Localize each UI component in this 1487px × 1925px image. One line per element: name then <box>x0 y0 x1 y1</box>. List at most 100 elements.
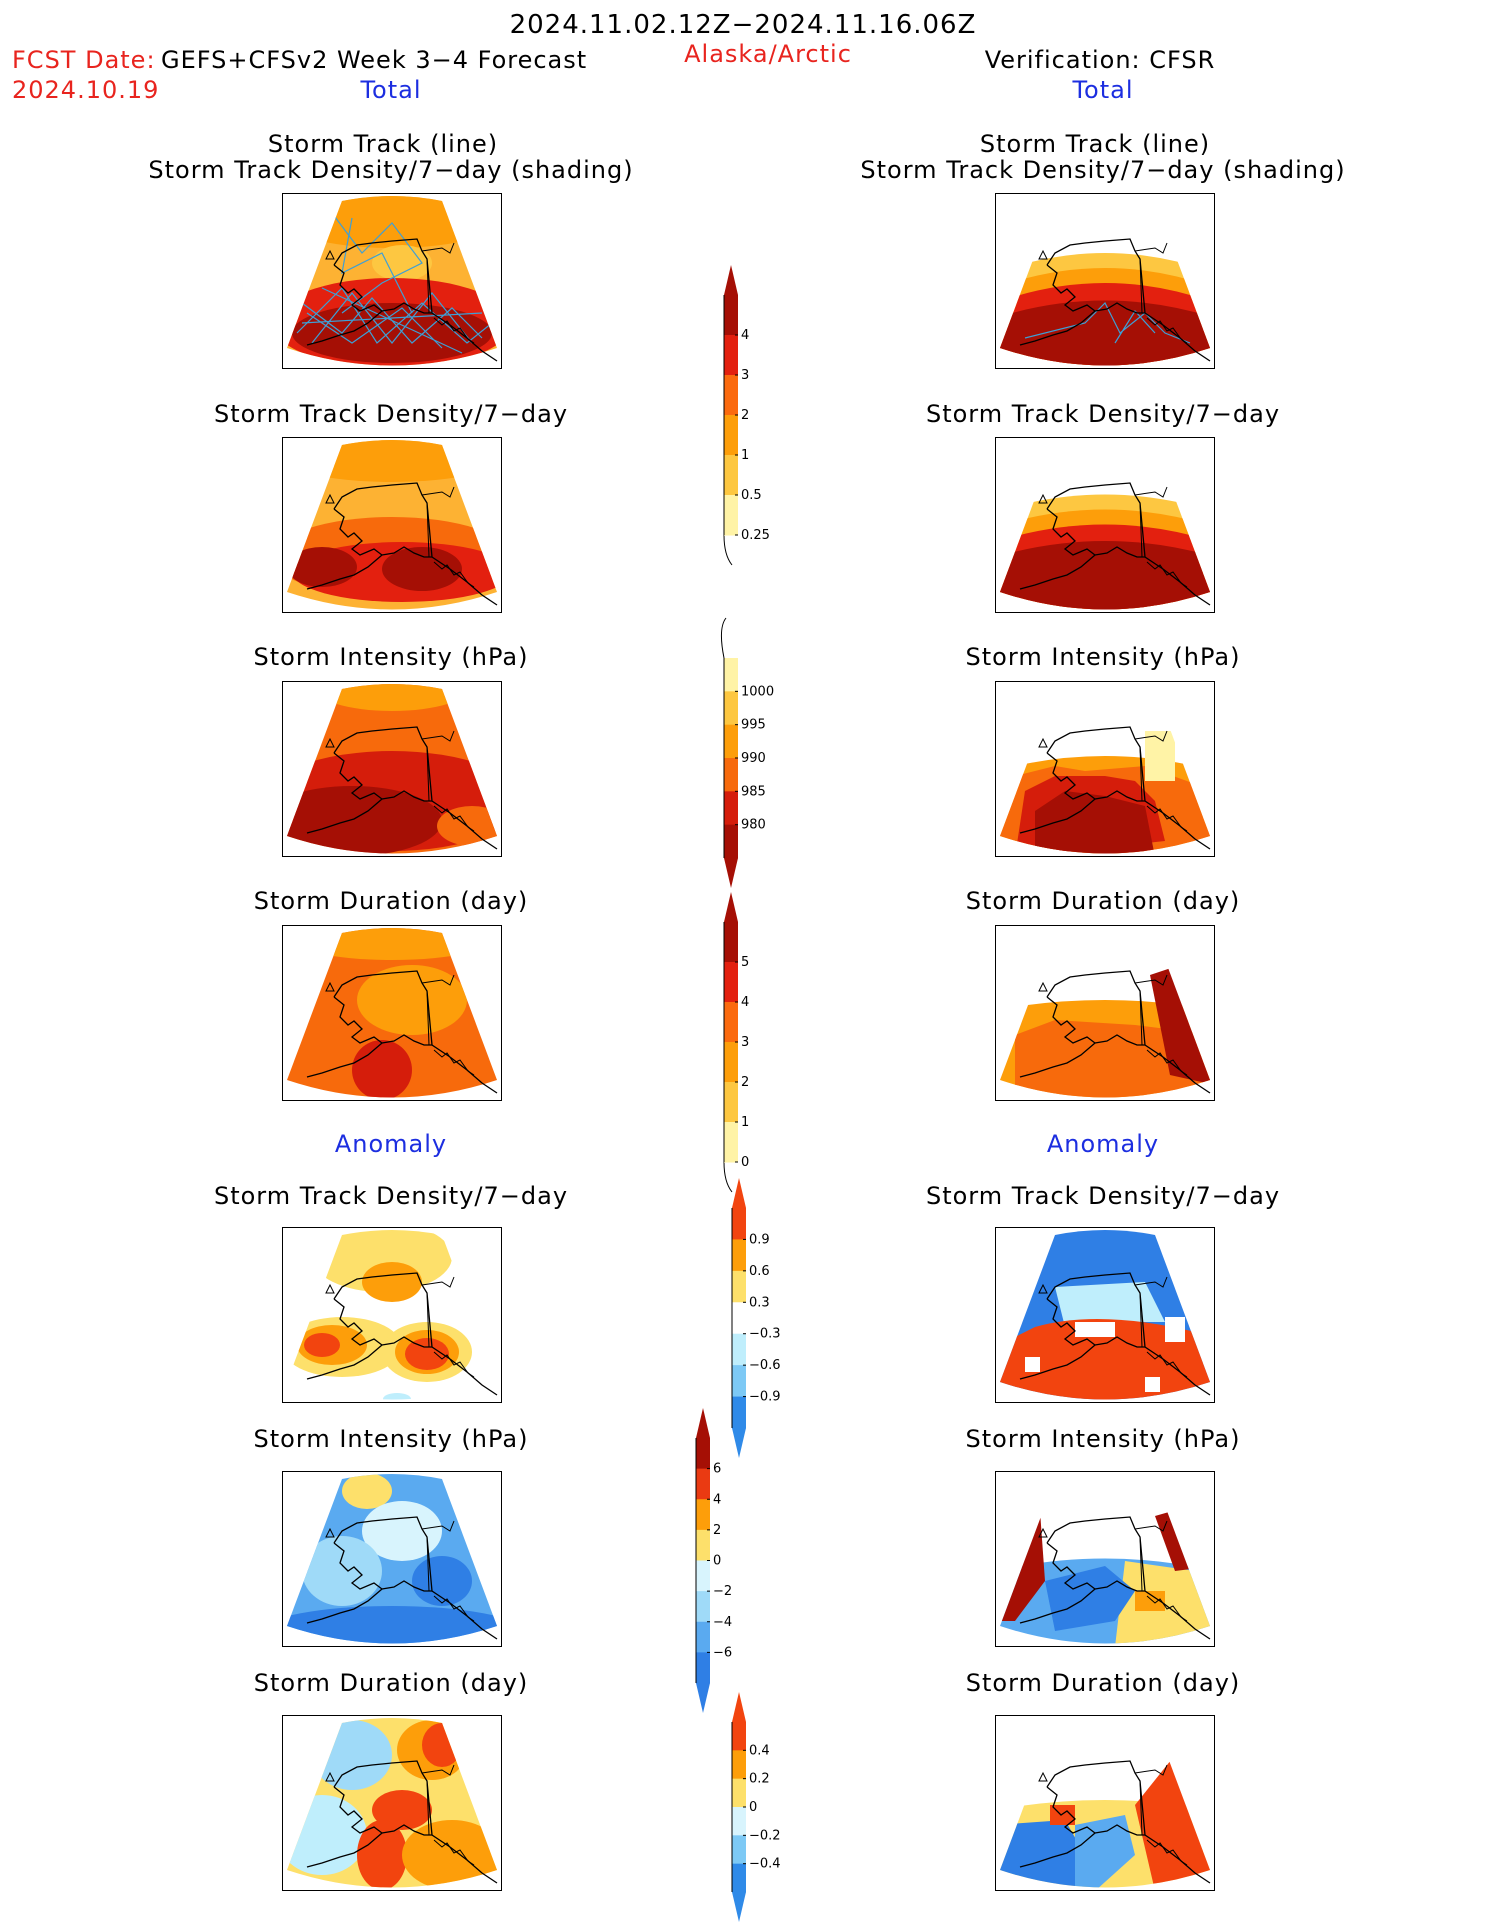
intensity-anomaly-swatch <box>696 1529 710 1561</box>
map-intensity-forecast <box>282 681 502 857</box>
map-density-anomaly-forecast <box>282 1227 502 1403</box>
density-anomaly-swatch <box>732 1270 746 1303</box>
title-density-anom-right: Storm Track Density/7−day <box>925 1182 1281 1210</box>
map-track-forecast <box>282 193 502 369</box>
density-total-label: 4 <box>741 328 749 343</box>
map-track-verification <box>995 193 1215 369</box>
section-anomaly-right: Anomaly <box>1046 1130 1160 1158</box>
density-anomaly-swatch <box>732 1396 746 1429</box>
density-anomaly-label: 0.9 <box>749 1232 770 1247</box>
density-total-end-bottom <box>723 534 733 566</box>
colorbar-density-anomaly: 0.9 0.6 0.3 −0.3 −0.6 −0.9 <box>731 1178 792 1458</box>
title-density-right: Storm Track Density/7−day <box>925 400 1281 428</box>
colorbar-duration-anomaly: 0.4 0.2 0 −0.2 −0.4 <box>731 1692 792 1922</box>
intensity-total-swatch <box>724 791 738 826</box>
map-intensity-anomaly-forecast <box>282 1471 502 1647</box>
intensity-total-arrow-bottom <box>724 858 738 888</box>
map-intensity-verification <box>995 681 1215 857</box>
intensity-total-swatch <box>724 658 738 692</box>
duration-anomaly-swatch <box>732 1835 746 1865</box>
density-total-swatch <box>724 295 738 336</box>
density-anomaly-label: 0.6 <box>749 1264 770 1279</box>
map-duration-anomaly-verification <box>995 1715 1215 1891</box>
intensity-anomaly-arrow-top <box>696 1408 710 1438</box>
duration-anomaly-swatch <box>732 1750 746 1780</box>
density-total-swatch <box>724 375 738 416</box>
duration-total-swatch <box>724 1042 738 1083</box>
intensity-anomaly-swatch <box>696 1621 710 1653</box>
density-anomaly-arrow-bottom <box>732 1428 746 1458</box>
duration-anomaly-label: −0.4 <box>749 1857 781 1872</box>
verification-label: Verification: CFSR <box>984 46 1216 74</box>
title-intensity-anom-left: Storm Intensity (hPa) <box>253 1425 529 1453</box>
density-total-label: 3 <box>741 368 749 383</box>
title-intensity-left: Storm Intensity (hPa) <box>253 643 529 671</box>
map-density-anomaly-verification <box>995 1227 1215 1403</box>
density-anomaly-swatch <box>732 1365 746 1398</box>
duration-total-label: 4 <box>741 995 749 1010</box>
map-density-verification <box>995 437 1215 613</box>
intensity-anomaly-label: 4 <box>713 1492 721 1507</box>
map-duration-forecast <box>282 925 502 1101</box>
density-total-arrow-top <box>724 265 738 295</box>
intensity-total-label: 995 <box>741 718 766 733</box>
map-duration-anomaly-forecast <box>282 1715 502 1891</box>
duration-anomaly-label: 0.4 <box>749 1743 770 1758</box>
intensity-anomaly-label: 6 <box>713 1462 721 1477</box>
density-anomaly-swatch <box>732 1239 746 1272</box>
duration-total-label: 1 <box>741 1115 749 1130</box>
density-total-label: 0.25 <box>741 528 770 543</box>
intensity-anomaly-swatch <box>696 1560 710 1592</box>
region-label: Alaska/Arctic <box>684 40 852 68</box>
density-anomaly-label: −0.6 <box>749 1358 781 1373</box>
map-duration-verification <box>995 925 1215 1101</box>
fcst-date: 2024.10.19 <box>12 76 160 104</box>
density-total-swatch <box>724 495 738 536</box>
title-density-left: Storm Track Density/7−day <box>213 400 569 428</box>
duration-anomaly-swatch <box>732 1778 746 1808</box>
duration-anomaly-arrow-bottom <box>732 1892 746 1922</box>
intensity-anomaly-swatch <box>696 1499 710 1531</box>
title-track-line-left: Storm Track (line) <box>267 130 499 158</box>
density-anomaly-swatch <box>732 1208 746 1240</box>
title-intensity-right: Storm Intensity (hPa) <box>965 643 1241 671</box>
intensity-total-swatch <box>724 691 738 726</box>
map-density-forecast <box>282 437 502 613</box>
duration-anomaly-swatch <box>732 1863 746 1893</box>
intensity-total-label: 990 <box>741 751 766 766</box>
intensity-total-end-top <box>720 617 727 659</box>
intensity-anomaly-label: −4 <box>713 1615 732 1630</box>
fcst-date-label: FCST Date: <box>12 46 156 74</box>
intensity-anomaly-arrow-bottom <box>696 1683 710 1713</box>
colorbar-density-total: 4 3 2 1 0.5 0.25 <box>723 265 784 566</box>
density-total-label: 1 <box>741 448 749 463</box>
intensity-anomaly-swatch <box>696 1591 710 1623</box>
duration-total-swatch <box>724 1122 738 1163</box>
density-anomaly-label: −0.9 <box>749 1390 781 1405</box>
duration-anomaly-swatch <box>732 1807 746 1836</box>
density-total-label: 2 <box>741 408 749 423</box>
density-anomaly-label: −0.3 <box>749 1327 781 1342</box>
forecast-period: 2024.11.02.12Z−2024.11.16.06Z <box>509 10 977 40</box>
intensity-anomaly-label: −2 <box>713 1584 732 1599</box>
duration-anomaly-label: −0.2 <box>749 1828 781 1843</box>
duration-anomaly-label: 0 <box>749 1800 757 1815</box>
section-total-right: Total <box>1072 76 1134 104</box>
density-total-swatch <box>724 415 738 456</box>
title-duration-anom-right: Storm Duration (day) <box>965 1669 1241 1697</box>
title-track-shading-left: Storm Track Density/7−day (shading) <box>148 156 634 184</box>
intensity-total-swatch <box>724 758 738 792</box>
density-total-label: 0.5 <box>741 488 762 503</box>
density-total-swatch <box>724 335 738 376</box>
intensity-anomaly-swatch <box>696 1652 710 1684</box>
density-anomaly-swatch <box>732 1333 746 1366</box>
title-track-shading-right: Storm Track Density/7−day (shading) <box>860 156 1346 184</box>
duration-anomaly-swatch <box>732 1722 746 1751</box>
colorbar-intensity-total: 1000 995 990 985 980 <box>720 617 784 888</box>
density-anomaly-label: 0.3 <box>749 1295 770 1310</box>
colorbar-intensity-anomaly: 6 4 2 0 −2 −4 −6 <box>695 1408 756 1713</box>
intensity-anomaly-label: 0 <box>713 1554 721 1569</box>
duration-total-arrow-top <box>724 892 738 922</box>
intensity-total-label: 1000 <box>741 684 774 699</box>
intensity-anomaly-label: −6 <box>713 1645 732 1660</box>
